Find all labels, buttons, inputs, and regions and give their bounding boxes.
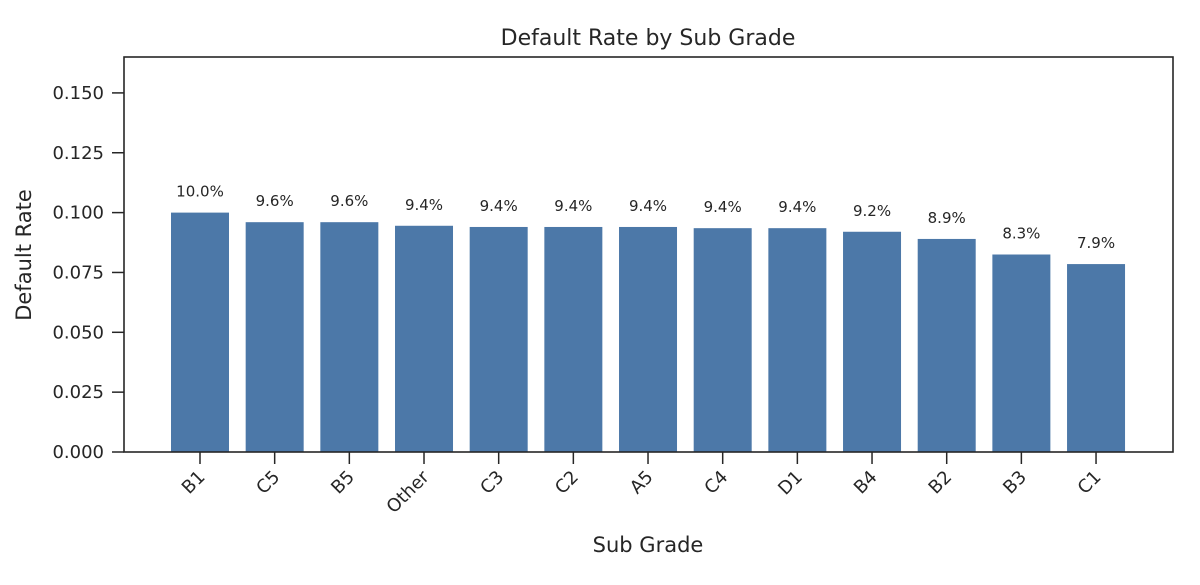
data-label: 9.6% [256, 192, 294, 210]
bar [171, 212, 229, 452]
bar [843, 231, 902, 452]
x-tick-label: C5 [252, 467, 284, 499]
data-label: 9.4% [405, 196, 443, 214]
bar [1067, 264, 1126, 452]
x-tick-label: B5 [327, 467, 359, 499]
y-tick-label: 0.150 [52, 83, 104, 104]
x-tick-label: A5 [626, 467, 658, 499]
data-label: 8.3% [1002, 225, 1040, 243]
x-axis: B1 C5 B5 Other C3 C2 A5 C4 D1 B4 B2 B3 C1 [178, 452, 1106, 518]
data-label: 9.2% [853, 202, 891, 220]
y-tick-label: 0.100 [52, 203, 104, 224]
bars-group [171, 212, 1126, 452]
bar [917, 238, 976, 452]
plot-frame [123, 56, 1174, 453]
x-tick-label: C1 [1074, 467, 1106, 499]
data-label: 9.4% [480, 197, 518, 215]
x-tick-label: D1 [774, 467, 807, 500]
x-tick-label: C3 [476, 467, 508, 499]
data-label: 9.4% [704, 198, 742, 216]
bar [320, 222, 379, 452]
x-tick-label: B3 [999, 467, 1031, 499]
data-label: 9.6% [330, 192, 368, 210]
data-label: 8.9% [928, 209, 966, 227]
data-label: 9.4% [778, 198, 816, 216]
y-tick-label: 0.000 [52, 442, 104, 463]
x-tick-label: B1 [178, 467, 210, 499]
bar [395, 225, 454, 452]
x-tick-label: Other [383, 466, 434, 517]
x-tick-label: B4 [850, 467, 882, 499]
bar [693, 228, 752, 452]
y-axis-label: Default Rate [12, 189, 36, 321]
y-tick-label: 0.125 [52, 143, 104, 164]
x-tick-label: B2 [925, 467, 957, 499]
y-tick-label: 0.075 [52, 262, 104, 283]
bar [544, 226, 603, 452]
bar [992, 254, 1051, 452]
chart-title: Default Rate by Sub Grade [501, 26, 796, 51]
bar [619, 226, 678, 452]
y-tick-label: 0.025 [52, 382, 104, 403]
data-label: 9.4% [629, 197, 667, 215]
data-label: 9.4% [554, 197, 592, 215]
data-label: 10.0% [176, 183, 224, 201]
data-labels-group: 10.0% 9.6% 9.6% 9.4% 9.4% 9.4% 9.4% 9.4% 9.4% 9.2… [176, 183, 1115, 252]
bar [768, 228, 827, 452]
x-axis-label: Sub Grade [593, 533, 704, 557]
bar [245, 222, 304, 452]
x-tick-label: C4 [700, 467, 732, 499]
x-tick-label: C2 [551, 467, 583, 499]
bar [469, 226, 528, 452]
data-label: 7.9% [1077, 234, 1115, 252]
y-tick-label: 0.050 [52, 322, 104, 343]
y-axis: 0.000 0.025 0.050 0.075 0.100 0.125 0.150 [52, 83, 124, 463]
